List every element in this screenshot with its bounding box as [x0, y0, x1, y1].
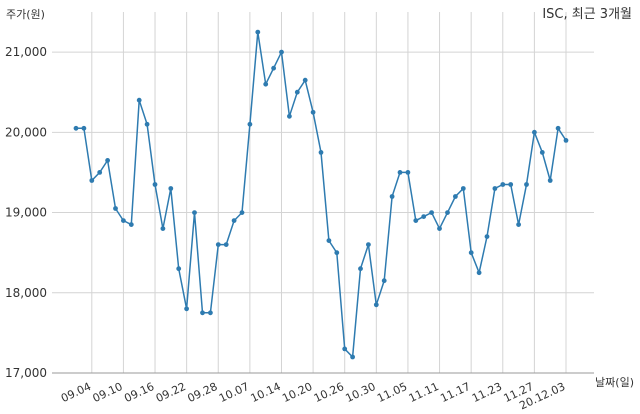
- data-point: [263, 81, 269, 87]
- data-point: [476, 270, 482, 276]
- y-tick-label: 18,000: [5, 286, 47, 300]
- data-point: [81, 125, 87, 131]
- data-point: [128, 222, 134, 228]
- chart-title: ISC, 최근 3개월: [542, 7, 632, 22]
- data-point: [200, 310, 205, 316]
- x-tick-label: 11.23: [470, 380, 504, 405]
- data-point: [516, 222, 521, 228]
- x-tick-label: 10.14: [249, 380, 283, 405]
- grid-lines: [52, 12, 594, 374]
- x-tick-label: 09.16: [122, 380, 156, 405]
- x-tick-label: 10.30: [344, 380, 378, 405]
- data-point: [539, 150, 545, 155]
- data-point: [279, 49, 284, 55]
- data-point: [421, 214, 427, 220]
- data-point: [453, 194, 458, 199]
- data-point: [342, 346, 348, 352]
- x-tick-label: 10.20: [280, 380, 314, 405]
- data-point: [563, 138, 569, 143]
- price-points: [73, 29, 569, 360]
- data-point: [302, 77, 308, 83]
- x-tick-label: 09.10: [91, 380, 125, 405]
- data-point: [366, 242, 371, 248]
- data-point: [484, 234, 490, 240]
- data-point: [231, 218, 237, 224]
- y-tick-label: 20,000: [5, 125, 47, 139]
- y-tick-label: 17,000: [5, 366, 47, 380]
- data-point: [532, 129, 537, 135]
- data-point: [508, 182, 514, 187]
- data-point: [73, 125, 79, 131]
- data-point: [160, 226, 166, 232]
- data-point: [334, 250, 340, 256]
- data-point: [358, 266, 363, 272]
- x-tick-label: 09.04: [59, 380, 93, 405]
- x-tick-label: 09.22: [154, 380, 188, 405]
- data-point: [113, 206, 118, 211]
- y-tick-label: 21,000: [5, 45, 47, 59]
- data-point: [192, 210, 197, 216]
- data-point: [492, 186, 498, 191]
- data-point: [397, 170, 403, 175]
- data-point: [208, 310, 213, 316]
- x-tick-label: 10.07: [217, 380, 251, 405]
- data-point: [287, 113, 292, 119]
- data-point: [247, 121, 253, 127]
- data-point: [429, 210, 434, 216]
- data-point: [136, 97, 142, 103]
- x-axis-ticks: 09.0409.1009.1609.2209.2810.0710.1410.20…: [59, 380, 567, 412]
- data-point: [547, 178, 553, 183]
- x-tick-label: 10.26: [312, 380, 346, 405]
- data-point: [500, 182, 506, 187]
- y-axis-title: 주가(원): [6, 8, 45, 21]
- data-point: [271, 65, 276, 71]
- data-point: [445, 210, 450, 216]
- data-point: [97, 170, 103, 175]
- data-point: [215, 242, 221, 248]
- x-tick-label: 09.28: [185, 380, 219, 405]
- data-point: [89, 178, 95, 183]
- x-tick-label: 11.11: [407, 380, 441, 405]
- data-point: [168, 186, 174, 191]
- data-point: [460, 186, 466, 191]
- data-point: [255, 29, 261, 35]
- data-point: [105, 158, 110, 163]
- data-point: [524, 182, 529, 187]
- y-tick-label: 19,000: [5, 206, 47, 220]
- data-point: [373, 302, 379, 308]
- data-point: [318, 150, 324, 155]
- data-point: [121, 218, 126, 224]
- data-point: [468, 250, 474, 256]
- data-point: [326, 238, 332, 244]
- price-line: [76, 31, 567, 359]
- data-point: [310, 109, 316, 115]
- x-axis-title: 날짜(일): [595, 375, 634, 389]
- data-point: [184, 306, 190, 312]
- data-point: [437, 226, 442, 232]
- data-point: [152, 182, 158, 187]
- data-point: [239, 210, 245, 216]
- data-point: [389, 194, 395, 199]
- x-tick-label: 11.05: [375, 380, 409, 405]
- y-axis-ticks: 17,000 18,000 19,000 20,000 21,000: [5, 45, 47, 380]
- data-point: [294, 89, 300, 95]
- data-point: [144, 121, 150, 127]
- data-point: [350, 354, 355, 360]
- data-point: [381, 278, 387, 284]
- x-tick-label: 11.17: [438, 380, 472, 405]
- data-point: [176, 266, 182, 272]
- data-point: [555, 125, 561, 131]
- data-point: [413, 218, 419, 224]
- data-point: [223, 242, 229, 248]
- data-point: [405, 170, 411, 175]
